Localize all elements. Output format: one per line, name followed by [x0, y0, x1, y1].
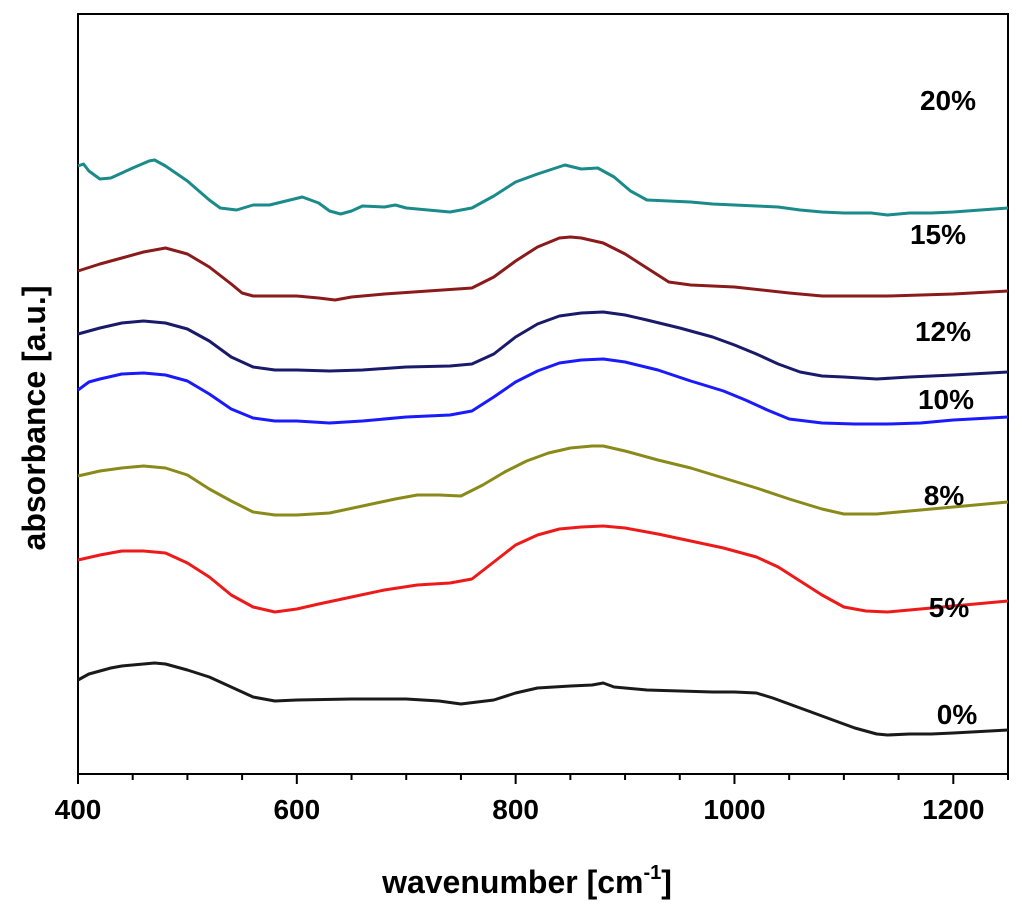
x-axis-title-main: wavenumber [cm: [381, 864, 643, 900]
series-label-15pct: 15%: [910, 219, 966, 250]
plot-frame: [77, 13, 1009, 775]
series-lines: [77, 158, 1009, 737]
x-axis-title: wavenumber [cm-1]: [381, 862, 672, 900]
x-tick-label: 1000: [703, 794, 765, 825]
y-axis-title: absorbance [a.u.]: [16, 286, 52, 551]
series-line-10pct: [77, 357, 1009, 426]
series-label-20pct: 20%: [920, 85, 976, 116]
series-label-12pct: 12%: [915, 316, 971, 347]
series-line-8pct: [77, 444, 1009, 517]
series-label-10pct: 10%: [918, 384, 974, 415]
x-axis-title-superscript: -1: [643, 862, 661, 884]
series-labels: 20% 15% 12% 10% 8% 5% 0%: [910, 85, 977, 730]
x-tick-label: 400: [55, 794, 102, 825]
series-line-0pct: [77, 661, 1009, 737]
x-tick-label: 1200: [922, 794, 984, 825]
series-label-0pct: 0%: [937, 699, 978, 730]
series-line-5pct: [77, 524, 1009, 614]
series-line-12pct: [77, 310, 1009, 381]
x-tick-label: 800: [492, 794, 539, 825]
series-line-20pct: [77, 158, 1009, 217]
x-tick-label: 600: [273, 794, 320, 825]
series-line-15pct: [77, 235, 1009, 302]
series-label-8pct: 8%: [924, 480, 965, 511]
series-label-5pct: 5%: [929, 592, 970, 623]
x-axis-ticks: 400 600 800 1000 1200: [55, 774, 1009, 825]
x-axis-title-close: ]: [661, 864, 672, 900]
